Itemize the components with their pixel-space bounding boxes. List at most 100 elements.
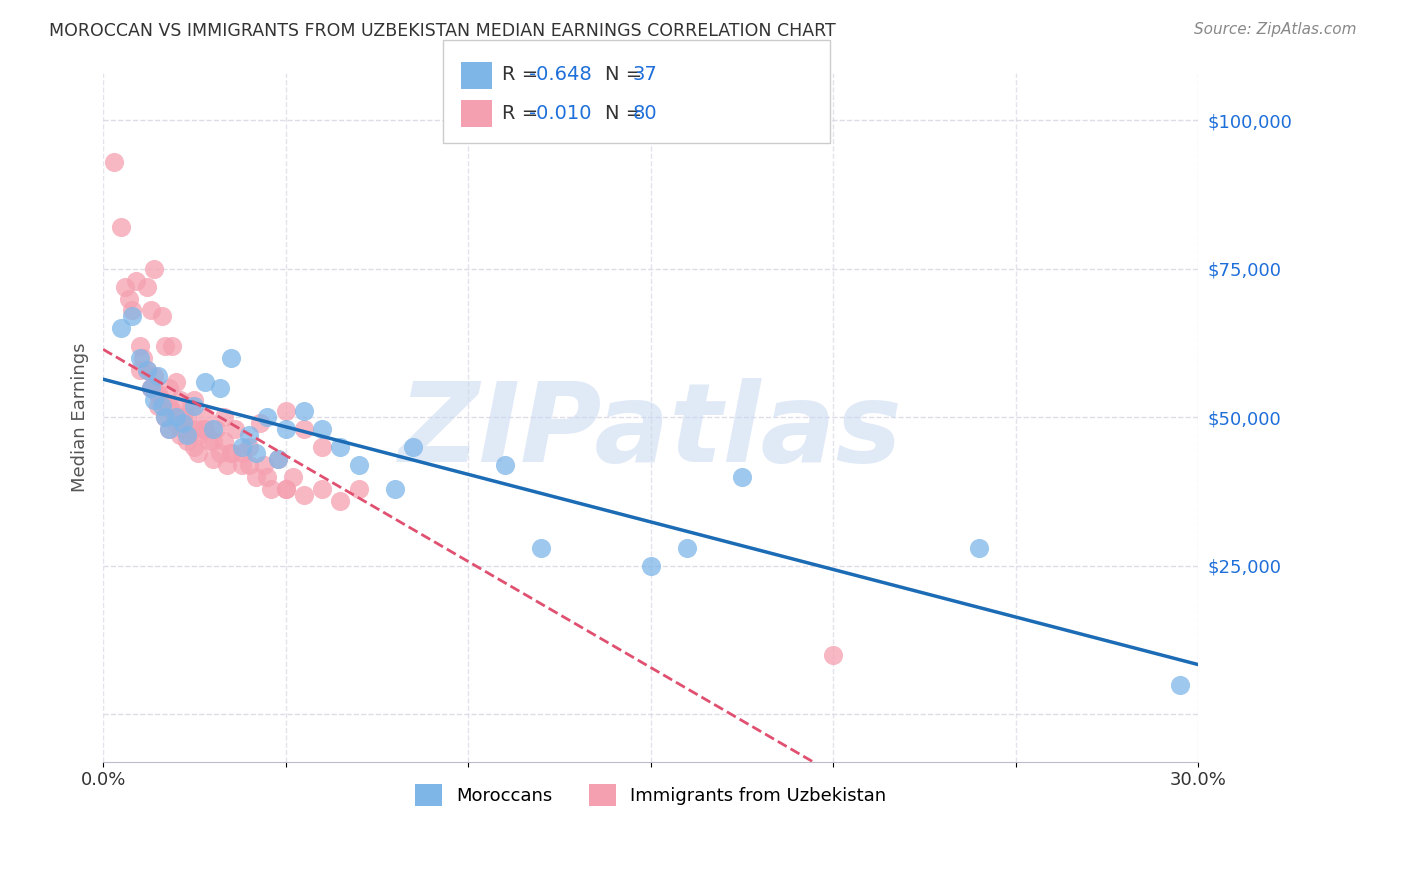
Point: [180, 422, 202, 436]
Point: [183, 392, 205, 407]
Point: [274, 482, 297, 496]
Point: [139, 381, 162, 395]
Point: [143, 261, 166, 276]
Legend: Moroccans, Immigrants from Uzbekistan: Moroccans, Immigrants from Uzbekistan: [406, 774, 896, 814]
Point: [114, 279, 136, 293]
Point: [494, 458, 516, 472]
Point: [217, 458, 239, 472]
Point: [162, 339, 184, 353]
Text: Source: ZipAtlas.com: Source: ZipAtlas.com: [1194, 22, 1357, 37]
Point: [245, 469, 267, 483]
Point: [224, 422, 246, 436]
Point: [208, 446, 231, 460]
Point: [347, 482, 370, 496]
Point: [165, 410, 187, 425]
Point: [219, 446, 242, 460]
Point: [274, 482, 297, 496]
Point: [139, 303, 162, 318]
Text: 37: 37: [633, 65, 658, 85]
Point: [153, 410, 176, 425]
Point: [292, 422, 315, 436]
Point: [128, 339, 150, 353]
Point: [187, 428, 209, 442]
Point: [176, 410, 198, 425]
Point: [640, 558, 662, 573]
Y-axis label: Median Earnings: Median Earnings: [72, 343, 89, 492]
Point: [172, 422, 194, 436]
Point: [821, 648, 844, 662]
Point: [238, 428, 260, 442]
Point: [139, 381, 162, 395]
Point: [190, 422, 212, 436]
Point: [176, 434, 198, 449]
Point: [256, 469, 278, 483]
Point: [267, 452, 290, 467]
Point: [176, 428, 198, 442]
Point: [530, 541, 553, 555]
Point: [253, 458, 276, 472]
Point: [157, 399, 180, 413]
Point: [212, 434, 235, 449]
Point: [281, 469, 304, 483]
Point: [260, 482, 283, 496]
Point: [128, 351, 150, 365]
Point: [329, 493, 352, 508]
Point: [172, 410, 194, 425]
Point: [1168, 677, 1191, 691]
Point: [212, 410, 235, 425]
Point: [165, 410, 187, 425]
Point: [201, 452, 224, 467]
Text: 80: 80: [633, 103, 658, 123]
Point: [274, 422, 297, 436]
Point: [153, 410, 176, 425]
Point: [110, 321, 132, 335]
Point: [146, 386, 169, 401]
Point: [731, 469, 754, 483]
Text: MOROCCAN VS IMMIGRANTS FROM UZBEKISTAN MEDIAN EARNINGS CORRELATION CHART: MOROCCAN VS IMMIGRANTS FROM UZBEKISTAN M…: [49, 22, 837, 40]
Point: [183, 399, 205, 413]
Point: [132, 351, 155, 365]
Point: [150, 399, 173, 413]
Point: [201, 434, 224, 449]
Point: [201, 422, 224, 436]
Point: [165, 375, 187, 389]
Point: [157, 381, 180, 395]
Point: [165, 417, 187, 431]
Point: [135, 363, 157, 377]
Point: [169, 428, 191, 442]
Point: [256, 410, 278, 425]
Point: [125, 274, 148, 288]
Point: [208, 381, 231, 395]
Point: [205, 422, 228, 436]
Point: [146, 386, 169, 401]
Text: R =: R =: [502, 103, 544, 123]
Point: [169, 392, 191, 407]
Point: [162, 404, 184, 418]
Point: [172, 410, 194, 425]
Point: [311, 440, 333, 454]
Text: N =: N =: [605, 103, 648, 123]
Point: [183, 440, 205, 454]
Point: [139, 381, 162, 395]
Point: [274, 404, 297, 418]
Point: [249, 417, 271, 431]
Point: [231, 446, 253, 460]
Point: [676, 541, 699, 555]
Point: [157, 422, 180, 436]
Point: [219, 351, 242, 365]
Point: [231, 458, 253, 472]
Point: [150, 392, 173, 407]
Point: [150, 310, 173, 324]
Point: [311, 422, 333, 436]
Point: [219, 446, 242, 460]
Text: R =: R =: [502, 65, 544, 85]
Point: [135, 363, 157, 377]
Point: [180, 399, 202, 413]
Point: [329, 440, 352, 454]
Text: -0.648: -0.648: [529, 65, 592, 85]
Point: [103, 155, 125, 169]
Point: [143, 368, 166, 383]
Point: [402, 440, 425, 454]
Point: [172, 417, 194, 431]
Point: [187, 446, 209, 460]
